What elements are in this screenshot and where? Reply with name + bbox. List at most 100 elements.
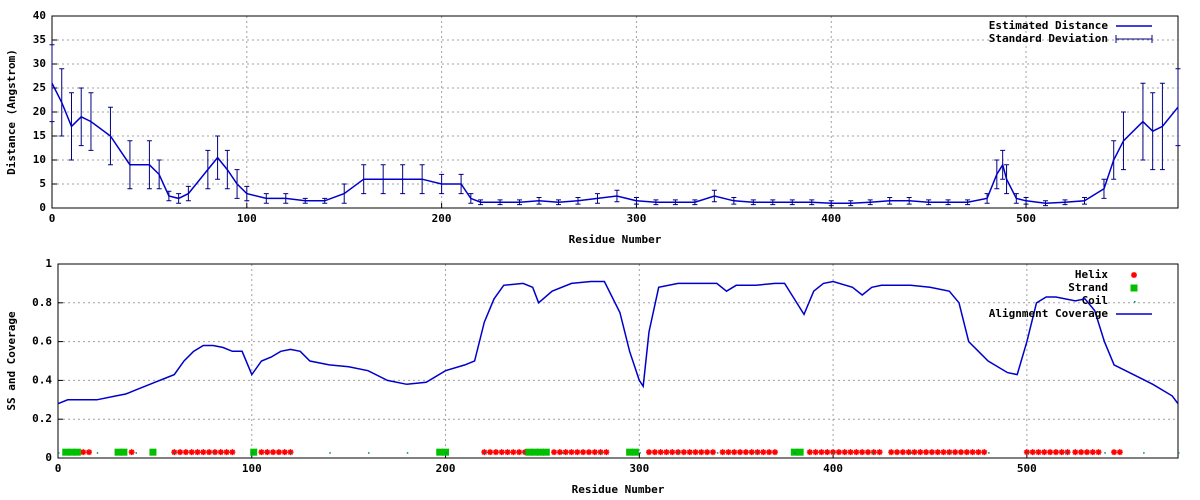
helix-marker: [731, 449, 738, 456]
helix-marker: [556, 449, 563, 456]
data-line: [57, 280, 1179, 405]
helix-marker: [498, 449, 505, 456]
coil-marker: [794, 452, 796, 454]
coil-marker: [368, 452, 370, 454]
helix-marker: [128, 449, 135, 456]
helix-marker: [1035, 449, 1042, 456]
strand-marker: [626, 448, 634, 456]
helix-marker: [200, 449, 207, 456]
helix-marker: [923, 449, 930, 456]
helix-marker: [864, 449, 871, 456]
coil-marker: [523, 452, 525, 454]
helix-marker: [591, 449, 598, 456]
coil-marker: [833, 452, 835, 454]
helix-marker: [748, 449, 755, 456]
coil-marker: [174, 452, 176, 454]
legend-label: Helix: [1075, 268, 1108, 281]
y-tick-label: 30: [33, 57, 46, 70]
helix-marker: [675, 449, 682, 456]
helix-marker: [651, 449, 658, 456]
helix-marker: [504, 449, 511, 456]
legend-label: Alignment Coverage: [989, 307, 1109, 320]
strand-marker: [436, 448, 444, 456]
legend-label: Strand: [1068, 281, 1108, 294]
strand-marker: [120, 448, 128, 456]
helix-marker: [742, 449, 749, 456]
helix-marker: [663, 449, 670, 456]
coil-marker: [58, 452, 60, 454]
helix-marker: [1029, 449, 1036, 456]
strand-marker: [149, 448, 157, 456]
helix-marker: [957, 449, 964, 456]
x-tick-label: 500: [1017, 462, 1037, 475]
strand-marker: [250, 448, 258, 456]
strand-marker: [68, 448, 76, 456]
helix-marker: [487, 449, 494, 456]
strand-marker: [73, 448, 81, 456]
coil-marker: [871, 452, 874, 454]
helix-marker: [669, 449, 676, 456]
helix-marker: [975, 449, 982, 456]
strand-marker: [536, 448, 544, 456]
helix-marker: [876, 449, 883, 456]
helix-marker: [223, 449, 230, 456]
helix-marker: [1095, 449, 1102, 456]
legend-swatch: [1134, 301, 1136, 303]
y-tick-label: 1: [45, 257, 52, 270]
x-tick-label: 0: [55, 462, 62, 475]
coil-marker: [445, 452, 448, 454]
helix-marker: [80, 449, 87, 456]
coil-marker: [484, 452, 486, 454]
helix-marker: [574, 449, 581, 456]
coil-marker: [290, 452, 293, 454]
strand-marker: [114, 448, 122, 456]
helix-marker: [585, 449, 592, 456]
coil-marker: [600, 452, 603, 454]
helix-marker: [270, 449, 277, 456]
helix-marker: [603, 449, 610, 456]
coil-marker: [678, 452, 680, 454]
coil-marker: [135, 452, 138, 454]
legend-label: Estimated Distance: [989, 19, 1109, 32]
helix-marker: [580, 449, 587, 456]
helix-marker: [698, 449, 705, 456]
helix-marker: [709, 449, 716, 456]
helix-marker: [551, 449, 558, 456]
helix-marker: [194, 449, 201, 456]
coil-marker: [251, 452, 254, 454]
helix-marker: [516, 449, 523, 456]
helix-marker: [830, 449, 837, 456]
helix-marker: [888, 449, 895, 456]
helix-marker: [754, 449, 761, 456]
coil-marker: [639, 452, 641, 454]
helix-marker: [704, 449, 711, 456]
coil-marker: [949, 452, 951, 454]
helix-marker: [492, 449, 499, 456]
x-tick-label: 400: [821, 212, 841, 225]
helix-marker: [1041, 449, 1048, 456]
y-tick-label: 0.8: [32, 296, 52, 309]
helix-marker: [812, 449, 819, 456]
plot-border: [57, 263, 1179, 459]
coil-marker: [96, 452, 99, 454]
y-axis-label: Distance (Angstrom): [5, 49, 18, 175]
coil-marker: [910, 452, 913, 454]
legend-swatch: [1131, 272, 1137, 278]
helix-marker: [1052, 449, 1059, 456]
x-tick-label: 300: [626, 212, 646, 225]
helix-marker: [719, 449, 726, 456]
strand-marker: [62, 448, 70, 456]
x-tick-label: 200: [432, 212, 452, 225]
helix-marker: [1047, 449, 1054, 456]
y-tick-label: 0.2: [32, 412, 52, 425]
helix-marker: [725, 449, 732, 456]
helix-marker: [217, 449, 224, 456]
x-tick-label: 0: [49, 212, 56, 225]
helix-marker: [969, 449, 976, 456]
y-tick-label: 35: [33, 33, 46, 46]
helix-marker: [905, 449, 912, 456]
helix-marker: [562, 449, 569, 456]
helix-marker: [859, 449, 866, 456]
helix-marker: [206, 449, 213, 456]
